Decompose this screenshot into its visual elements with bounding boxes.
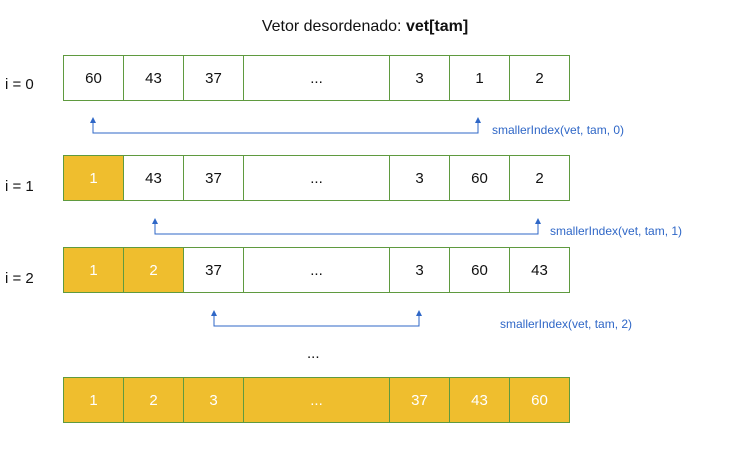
swap-call-label-1: smallerIndex(vet, tam, 1) [550, 224, 683, 238]
array-cell-sorted: 37 [389, 377, 450, 423]
row-label-2: i = 2 [5, 270, 34, 287]
array-cell: 2 [509, 55, 570, 101]
swap-arrow-0 [90, 117, 481, 134]
array-cell: 60 [449, 247, 510, 293]
array-cell-sorted: 2 [123, 247, 184, 293]
array-cell-sorted: 1 [63, 247, 124, 293]
array-cell-sorted: 2 [123, 377, 184, 423]
continuation-ellipsis: ... [307, 345, 320, 362]
array-cell-sorted: ... [243, 377, 390, 423]
array-cell: ... [243, 155, 390, 201]
array-cell: 3 [389, 247, 450, 293]
array-row-2: 1 2 37 ... 3 60 43 [63, 247, 570, 293]
swap-arrow-1 [152, 218, 541, 235]
array-cell: 60 [63, 55, 124, 101]
array-row-final: 1 2 3 ... 37 43 60 [63, 377, 570, 423]
swap-call-label-0: smallerIndex(vet, tam, 0) [492, 123, 625, 137]
array-cell: 3 [389, 155, 450, 201]
array-cell-sorted: 1 [63, 155, 124, 201]
array-cell-sorted: 60 [509, 377, 570, 423]
row-label-0: i = 0 [5, 76, 34, 93]
array-cell: 37 [183, 55, 244, 101]
array-cell: 43 [123, 155, 184, 201]
array-cell: 43 [509, 247, 570, 293]
array-cell: 2 [509, 155, 570, 201]
array-cell: 43 [123, 55, 184, 101]
array-row-1: 1 43 37 ... 3 60 2 [63, 155, 570, 201]
array-cell: ... [243, 55, 390, 101]
array-cell: 37 [183, 155, 244, 201]
diagram-title: Vetor desordenado: vet[tam] [261, 18, 469, 35]
array-cell-sorted: 3 [183, 377, 244, 423]
array-cell: 37 [183, 247, 244, 293]
array-cell: ... [243, 247, 390, 293]
array-cell: 3 [389, 55, 450, 101]
array-cell-sorted: 1 [63, 377, 124, 423]
array-row-0: 60 43 37 ... 3 1 2 [63, 55, 570, 101]
swap-arrow-2 [211, 310, 422, 327]
array-cell: 1 [449, 55, 510, 101]
array-cell-sorted: 43 [449, 377, 510, 423]
array-cell: 60 [449, 155, 510, 201]
swap-call-label-2: smallerIndex(vet, tam, 2) [500, 317, 633, 331]
row-label-1: i = 1 [5, 178, 34, 195]
